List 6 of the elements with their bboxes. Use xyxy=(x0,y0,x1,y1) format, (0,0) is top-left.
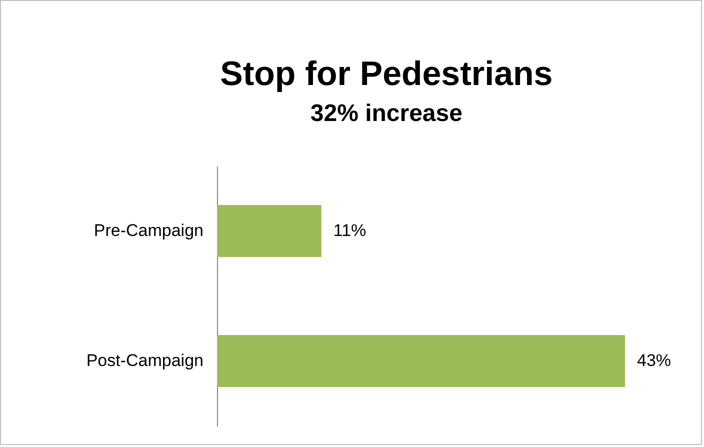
chart-title: Stop for Pedestrians xyxy=(220,55,553,93)
chart-subtitle: 32% increase xyxy=(310,100,462,127)
y-tick-label: Pre-Campaign xyxy=(94,221,204,240)
data-label: 43% xyxy=(637,351,672,370)
data-label: 11% xyxy=(333,221,366,240)
y-tick-label: Post-Campaign xyxy=(86,351,204,370)
